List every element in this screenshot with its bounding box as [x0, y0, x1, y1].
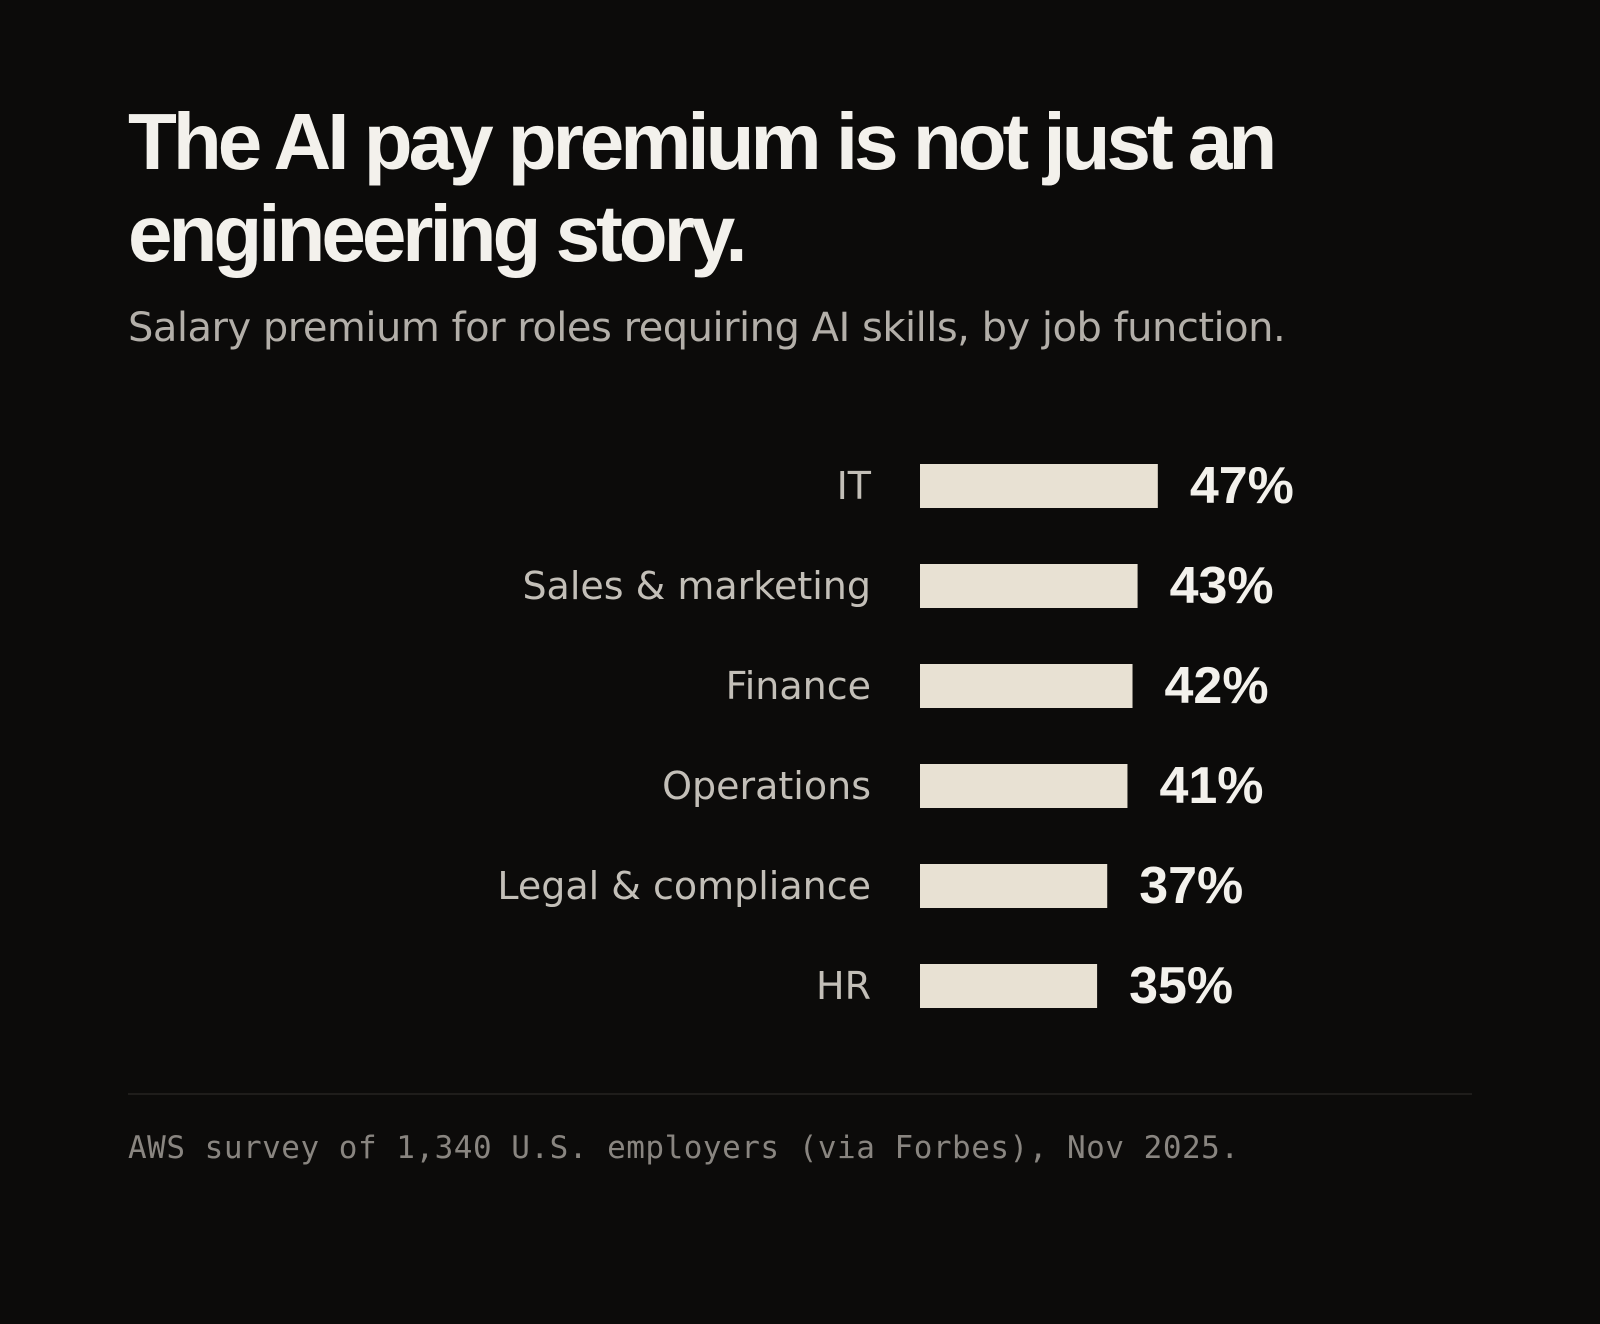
category-label: HR: [816, 964, 871, 1008]
category-label: Finance: [726, 664, 871, 708]
bar: [920, 964, 1098, 1008]
source-note: AWS survey of 1,340 U.S. employers (via …: [128, 1130, 1240, 1166]
bar: [920, 664, 1133, 708]
category-label: Operations: [662, 764, 871, 808]
bar: [920, 764, 1128, 808]
chart-subtitle: Salary premium for roles requiring AI sk…: [128, 305, 1286, 351]
value-label: 47%: [1190, 457, 1294, 515]
category-label: Legal & compliance: [497, 864, 871, 908]
chart-title: The AI pay premium is not just an engine…: [128, 97, 1277, 278]
category-label: Sales & marketing: [522, 564, 871, 608]
bar: [920, 864, 1108, 908]
value-label: 42%: [1165, 657, 1269, 715]
value-label: 35%: [1129, 957, 1233, 1015]
value-label: 37%: [1139, 857, 1243, 915]
bar: [920, 464, 1158, 508]
bar-chart: IT 47% Sales & marketing 43% Finance 42% Opera…: [497, 457, 1294, 1015]
category-label: IT: [837, 464, 872, 508]
bars-layer: IT 47% Sales & marketing 43% Finance 42% Opera…: [497, 457, 1294, 1015]
footer-divider: [128, 1093, 1472, 1095]
value-label: 43%: [1170, 557, 1274, 615]
value-label: 41%: [1159, 757, 1263, 815]
bar: [920, 564, 1138, 608]
